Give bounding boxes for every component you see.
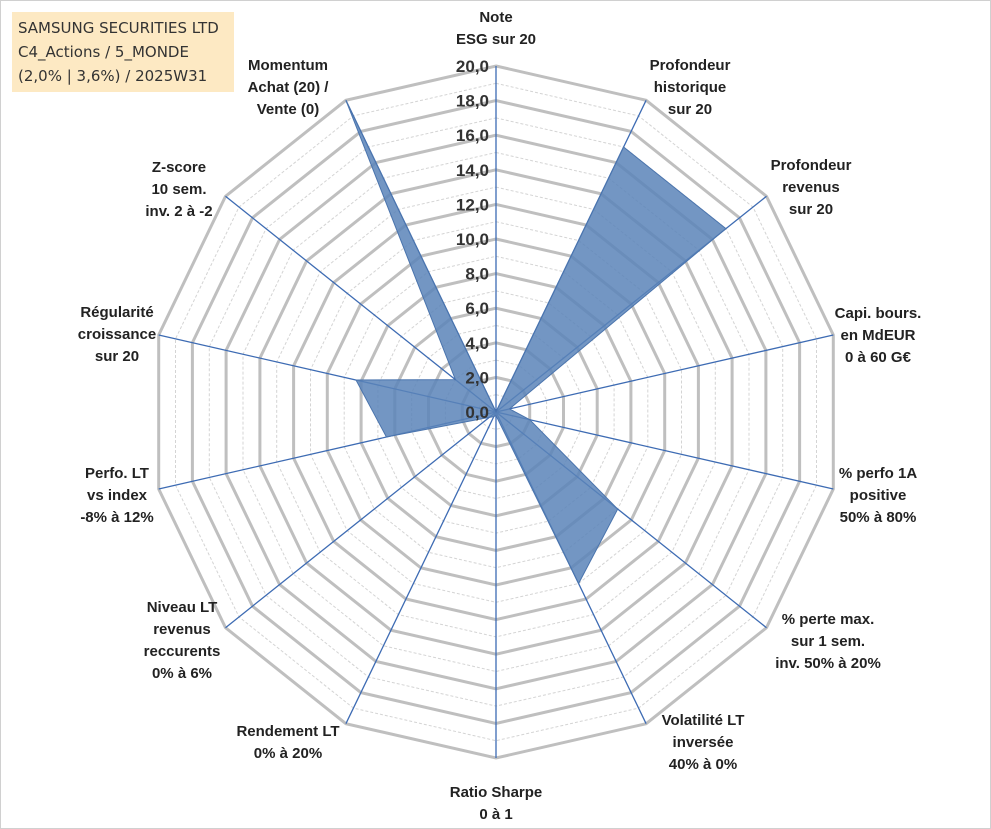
axis-label-line: Profondeur	[771, 157, 852, 174]
axis-label-line: 0% à 6%	[152, 665, 212, 682]
axis-label-line: inv. 50% à 20%	[775, 655, 881, 672]
axis-label-line: inversée	[673, 734, 734, 751]
axis-label-line: positive	[850, 487, 907, 504]
axis-label-line: Profondeur	[650, 57, 731, 74]
axis-spoke	[495, 334, 834, 413]
axis-label: Volatilité LT inversée 40% à 0%	[662, 712, 745, 773]
axis-label-line: Volatilité LT	[662, 712, 745, 729]
axis-label-line: Régularité	[80, 304, 153, 321]
axis-spoke	[225, 411, 497, 629]
header-line-2: C4_Actions / 5_MONDE	[18, 43, 189, 61]
axis-label: Régularité croissance sur 20	[78, 304, 156, 365]
axis-label-line: 0% à 20%	[254, 745, 322, 762]
axis-label-line: 0 à 60 G€	[845, 349, 912, 366]
axis-label: Z-score 10 sem. inv. 2 à -2	[145, 159, 212, 220]
header-box: SAMSUNG SECURITIES LTD C4_Actions / 5_MO…	[12, 12, 234, 92]
axis-label: Profondeur historique sur 20	[650, 57, 731, 118]
axis-label-line: Capi. bours.	[835, 305, 922, 322]
axis-label: Rendement LT 0% à 20%	[236, 723, 339, 762]
tick-label: 6,0	[465, 299, 489, 318]
axis-label: % perte max. sur 1 sem. inv. 50% à 20%	[775, 611, 881, 672]
tick-label: 0,0	[465, 403, 489, 422]
tick-label: 20,0	[456, 57, 489, 76]
axis-label: Capi. bours. en MdEUR 0 à 60 G€	[835, 305, 922, 366]
axis-label-line: revenus	[153, 621, 211, 638]
tick-label: 12,0	[456, 195, 489, 214]
tick-label: 8,0	[465, 265, 489, 284]
axis-label-line: Ratio Sharpe	[450, 784, 543, 801]
axis-spoke	[345, 411, 497, 724]
axis-label-line: Note	[479, 9, 512, 26]
axis-spoke	[495, 411, 834, 490]
tick-label: 14,0	[456, 161, 489, 180]
axis-label-line: Z-score	[152, 159, 206, 176]
axis-label: Note ESG sur 20	[456, 9, 536, 48]
axis-label: Ratio Sharpe 0 à 1	[450, 784, 543, 823]
axis-label-line: 50% à 80%	[840, 509, 917, 526]
axis-label-line: vs index	[87, 487, 148, 504]
tick-label: 18,0	[456, 92, 489, 111]
axis-label: % perfo 1A positive 50% à 80%	[839, 465, 918, 526]
axis-label-line: croissance	[78, 326, 156, 343]
tick-label: 2,0	[465, 368, 489, 387]
axis-label: Perfo. LT vs index -8% à 12%	[80, 465, 153, 526]
axis-label-line: revenus	[782, 179, 840, 196]
axis-label-line: 0 à 1	[479, 806, 512, 823]
axis-label-line: 40% à 0%	[669, 756, 737, 773]
axis-label: Momentum Achat (20) / Vente (0)	[248, 57, 330, 118]
axis-label-line: sur 20	[789, 201, 833, 218]
axis-label-line: Rendement LT	[236, 723, 339, 740]
tick-label: 10,0	[456, 230, 489, 249]
axis-label-line: Perfo. LT	[85, 465, 149, 482]
axis-label-line: -8% à 12%	[80, 509, 153, 526]
header-line-1: SAMSUNG SECURITIES LTD	[18, 19, 219, 37]
axis-label-line: reccurents	[144, 643, 221, 660]
axis-label-line: ESG sur 20	[456, 31, 536, 48]
grid-ring-minor	[175, 82, 817, 742]
radar-tick-labels: 0,0 2,0 4,0 6,0 8,0 10,0 12,0 14,0 16,0 18,0 20,0	[456, 57, 489, 422]
tick-label: 4,0	[465, 334, 489, 353]
axis-spoke	[225, 195, 497, 413]
axis-label-line: historique	[654, 79, 727, 96]
axis-label-line: % perte max.	[782, 611, 875, 628]
axis-label-line: sur 20	[95, 348, 139, 365]
axis-label-line: Momentum	[248, 57, 328, 74]
axis-label-line: % perfo 1A	[839, 465, 918, 482]
grid-ring-minor	[242, 151, 750, 673]
axis-label-line: Achat (20) /	[248, 79, 330, 96]
axis-label-line: inv. 2 à -2	[145, 203, 212, 220]
axis-label-line: sur 1 sem.	[791, 633, 865, 650]
axis-label: Profondeur revenus sur 20	[771, 157, 852, 218]
axis-label: Niveau LT revenus reccurents 0% à 6%	[144, 599, 221, 682]
axis-label-line: sur 20	[668, 101, 712, 118]
tick-label: 16,0	[456, 126, 489, 145]
header-line-3: (2,0% | 3,6%) / 2025W31	[18, 67, 208, 85]
axis-label-line: Niveau LT	[147, 599, 218, 616]
axis-label-line: en MdEUR	[841, 327, 916, 344]
axis-label-line: 10 sem.	[151, 181, 206, 198]
radar-axis-labels: Note ESG sur 20 Profondeur historique sur 20…	[78, 9, 922, 823]
axis-label-line: Vente (0)	[257, 101, 320, 118]
radar-series	[345, 100, 727, 585]
